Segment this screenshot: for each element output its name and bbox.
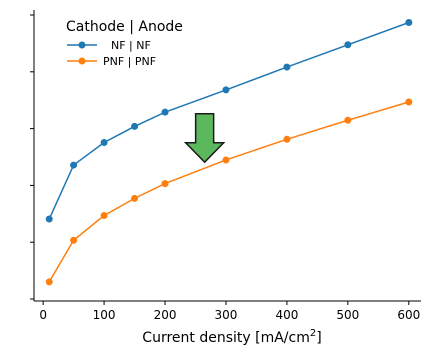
series-0 <box>45 19 413 223</box>
plot-area <box>33 10 421 302</box>
series-line <box>48 21 410 220</box>
data-point <box>100 139 108 147</box>
data-point <box>45 215 53 223</box>
annotation-layer <box>183 113 226 164</box>
series-1 <box>45 98 413 286</box>
data-point <box>222 156 230 164</box>
y-ticks <box>30 14 34 300</box>
data-point <box>100 212 108 220</box>
data-point <box>344 116 352 124</box>
x-axis-label: Current density [mA/cm2] <box>142 328 321 346</box>
x-tick-label: 600 <box>397 308 420 322</box>
x-tick-label: 100 <box>93 308 116 322</box>
x-ticks: 0 100 200 300 400 500 600 <box>39 301 420 322</box>
series-layer <box>45 19 413 286</box>
down-arrow <box>183 113 226 164</box>
x-tick-label: 0 <box>39 308 47 322</box>
data-point <box>222 86 230 94</box>
data-point <box>131 122 139 130</box>
legend-pnf-label: PNF | PNF <box>103 55 156 68</box>
legend-pnf-marker <box>78 57 86 65</box>
data-point <box>405 98 413 106</box>
data-point <box>161 180 169 188</box>
data-point <box>283 63 291 71</box>
legend-title: Cathode | Anode <box>66 19 183 35</box>
x-axis-label-superscript: 2 <box>310 328 316 339</box>
data-point <box>283 135 291 143</box>
data-point <box>131 194 139 202</box>
x-tick-label: 300 <box>215 308 238 322</box>
data-point <box>70 161 78 169</box>
data-point <box>45 278 53 286</box>
legend-entry-pnf: PNF | PNF <box>67 55 156 68</box>
x-axis-label-end: ] <box>316 330 321 346</box>
legend-nf-marker <box>78 41 86 49</box>
data-point <box>161 108 169 116</box>
data-point <box>344 41 352 49</box>
legend: Cathode | Anode NF | NF PNF | PNF <box>66 19 183 68</box>
legend-nf-label: NF | NF <box>111 39 151 52</box>
legend-entry-nf: NF | NF <box>67 39 151 52</box>
x-tick-label: 500 <box>336 308 359 322</box>
data-point <box>70 236 78 244</box>
x-tick-label: 400 <box>275 308 298 322</box>
series-line <box>48 101 410 283</box>
data-point <box>405 19 413 26</box>
x-tick-label: 200 <box>154 308 177 322</box>
